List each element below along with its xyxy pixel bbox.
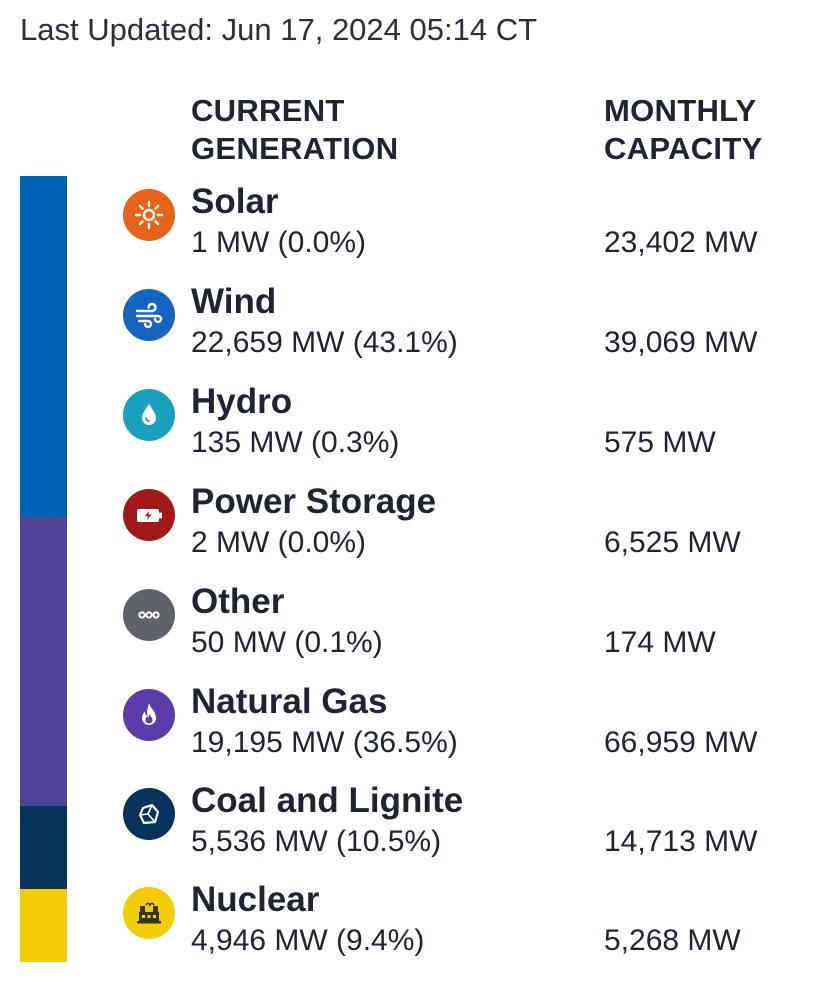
source-row-coal-and-lignite: Coal and Lignite 5,536 MW (10.5%) 14,713… bbox=[120, 779, 800, 875]
current-generation-value: 19,195 MW (36.5%) bbox=[191, 726, 458, 759]
water-drop-icon bbox=[123, 389, 175, 441]
monthly-capacity-value: 14,713 MW bbox=[604, 825, 758, 858]
source-name: Nuclear bbox=[191, 880, 320, 919]
sun-icon bbox=[123, 189, 175, 241]
source-name: Coal and Lignite bbox=[191, 781, 464, 820]
source-row-solar: Solar 1 MW (0.0%) 23,402 MW bbox=[120, 180, 800, 276]
source-row-hydro: Hydro 135 MW (0.3%) 575 MW bbox=[120, 380, 800, 476]
monthly-capacity-value: 6,525 MW bbox=[604, 526, 741, 559]
current-generation-value: 4,946 MW (9.4%) bbox=[191, 924, 425, 957]
generation-mix-bar bbox=[20, 176, 67, 962]
current-generation-value: 135 MW (0.3%) bbox=[191, 426, 400, 459]
source-row-other: Other 50 MW (0.1%) 174 MW bbox=[120, 580, 800, 676]
source-row-wind: Wind 22,659 MW (43.1%) 39,069 MW bbox=[120, 280, 800, 376]
bar-segment-coal bbox=[20, 806, 67, 889]
current-generation-value: 1 MW (0.0%) bbox=[191, 226, 367, 259]
source-name: Wind bbox=[191, 282, 277, 321]
bar-segment-renewables bbox=[20, 176, 67, 517]
monthly-capacity-value: 174 MW bbox=[604, 626, 716, 659]
source-name: Natural Gas bbox=[191, 682, 388, 721]
more-dots-icon bbox=[123, 589, 175, 641]
current-generation-value: 5,536 MW (10.5%) bbox=[191, 825, 442, 858]
last-updated-timestamp: Last Updated: Jun 17, 2024 05:14 CT bbox=[20, 12, 538, 47]
source-row-nuclear: Nuclear 4,946 MW (9.4%) 5,268 MW bbox=[120, 878, 800, 974]
source-row-power-storage: Power Storage 2 MW (0.0%) 6,525 MW bbox=[120, 480, 800, 576]
bar-segment-nuclear bbox=[20, 889, 67, 962]
current-generation-value: 50 MW (0.1%) bbox=[191, 626, 383, 659]
current-generation-value: 2 MW (0.0%) bbox=[191, 526, 367, 559]
bar-segment-gas-other bbox=[20, 517, 67, 806]
wind-icon bbox=[123, 289, 175, 341]
column-header-current-generation: CURRENT GENERATION bbox=[191, 93, 399, 166]
column-header-monthly-capacity: MONTHLY CAPACITY bbox=[604, 93, 763, 166]
source-row-natural-gas: Natural Gas 19,195 MW (36.5%) 66,959 MW bbox=[120, 680, 800, 776]
coal-icon bbox=[123, 788, 175, 840]
monthly-capacity-value: 5,268 MW bbox=[604, 924, 741, 957]
source-name: Solar bbox=[191, 182, 279, 221]
monthly-capacity-value: 39,069 MW bbox=[604, 326, 758, 359]
battery-icon bbox=[123, 489, 175, 541]
source-name: Hydro bbox=[191, 382, 293, 421]
current-generation-value: 22,659 MW (43.1%) bbox=[191, 326, 458, 359]
flame-icon bbox=[123, 689, 175, 741]
monthly-capacity-value: 66,959 MW bbox=[604, 726, 758, 759]
monthly-capacity-value: 575 MW bbox=[604, 426, 716, 459]
source-name: Power Storage bbox=[191, 482, 437, 521]
source-name: Other bbox=[191, 582, 285, 621]
nuclear-plant-icon bbox=[123, 887, 175, 939]
monthly-capacity-value: 23,402 MW bbox=[604, 226, 758, 259]
